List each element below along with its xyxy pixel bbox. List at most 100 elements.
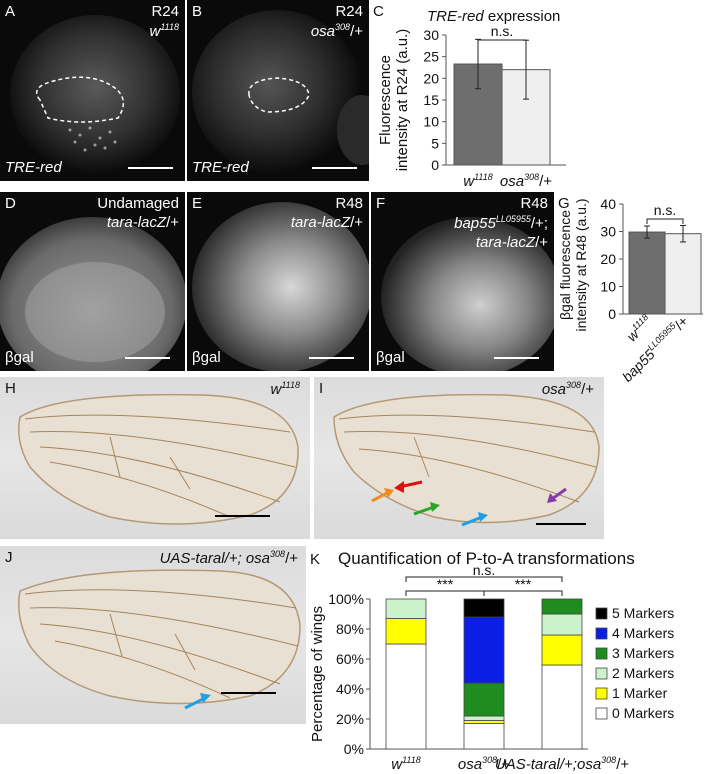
chart-k-sig-label: ***	[515, 576, 532, 592]
chart-k-sig-label: n.s.	[473, 562, 496, 578]
panel-k-letter: K	[310, 551, 320, 568]
chart-k-legend-label: 4 Markers	[612, 625, 674, 641]
blue-arrow-icon	[184, 693, 211, 710]
chart-c-ytick-label: 5	[431, 135, 439, 151]
panel-c: C TRE-red expression Fluorescence intensit…	[370, 0, 704, 192]
panel-i-letter: I	[319, 380, 324, 397]
panel-e-micrograph: E R48 tara-lacZ/+ βgal	[187, 192, 369, 371]
panel-b-marker: TRE-red	[192, 159, 249, 176]
chart-k-segment	[541, 634, 583, 666]
panel-e-stage: R48	[335, 195, 363, 212]
chart-c-title: TRE-red expression	[427, 8, 560, 25]
chart-k-sig-bracket	[405, 576, 563, 582]
panel-b-letter: B	[192, 3, 203, 20]
panel-h-wing-image: H w1118	[0, 377, 310, 539]
chart-g-sig-label: n.s.	[654, 202, 677, 218]
chart-g-ytick-label: 20	[600, 251, 616, 267]
chart-k-legend-swatch	[595, 687, 608, 700]
panel-f-stage: R48	[520, 195, 548, 212]
chart-k-category-label: UAS-taral/+;osa308/+	[495, 755, 629, 773]
chart-k-ytick-label: 40%	[336, 681, 364, 697]
panel-j-genotype: UAS-taral/+; osa308/+	[159, 549, 298, 567]
panel-i-scale-bar	[536, 523, 586, 525]
panel-e-scale-bar	[309, 357, 354, 359]
panel-f-genotype-2: tara-lacZ/+	[475, 234, 548, 251]
chart-k-segment	[541, 613, 583, 636]
panel-e-tissue	[192, 202, 369, 371]
chart-k-sig-label: ***	[437, 576, 454, 592]
panel-d-genotype: tara-lacZ/+	[106, 214, 179, 231]
panel-i-wing	[333, 393, 600, 527]
panel-j-wing-image: J UAS-taral/+; osa308/+	[0, 546, 306, 724]
panel-c-chart: TRE-red expression Fluorescence intensity …	[377, 8, 566, 190]
panel-d-marker: βgal	[5, 349, 34, 366]
chart-k-ytick-label: 0%	[344, 741, 364, 757]
chart-k-legend-swatch	[595, 607, 608, 620]
panel-e-letter: E	[192, 195, 203, 212]
red-arrow-icon	[394, 480, 423, 493]
panel-d-scale-bar	[125, 357, 170, 359]
panel-h-genotype: w1118	[270, 380, 300, 398]
orange-arrow-icon	[371, 488, 394, 503]
panel-g-chart: βgal fluorescence intensity at R48 (a.u.)…	[557, 196, 703, 382]
panel-h-scale-bar	[215, 515, 270, 517]
chart-k-ytick-label: 20%	[336, 711, 364, 727]
panel-d-micrograph: Undamaged D tara-lacZ/+ βgal	[0, 192, 185, 371]
chart-k-segment	[541, 664, 583, 750]
panel-f-scale-bar	[494, 357, 539, 359]
panel-k: K Quantification of P-to-A transformation…	[308, 546, 704, 774]
panel-b-genotype: osa308/+	[310, 22, 363, 40]
panel-a-genotype: w1118	[149, 22, 179, 40]
panel-b-tissue	[192, 10, 369, 174]
green-arrow-icon	[413, 502, 440, 516]
panel-f-letter: F	[376, 195, 386, 212]
chart-k-segment	[463, 598, 505, 618]
chart-k-segment	[463, 720, 505, 724]
chart-c-ytick-label: 0	[431, 157, 439, 173]
chart-k-legend-swatch	[595, 667, 608, 680]
chart-k-legend-label: 0 Markers	[612, 705, 674, 721]
chart-k-segment	[463, 682, 505, 717]
panel-h-wing	[18, 393, 299, 525]
panel-a-outline	[35, 76, 124, 123]
panel-i-wing-image: I osa308/+	[314, 377, 604, 539]
chart-k-segment	[463, 723, 505, 750]
panel-e-genotype: tara-lacZ/+	[290, 214, 363, 231]
panel-j-letter: J	[5, 549, 13, 566]
panel-b-scale-bar	[312, 167, 357, 169]
chart-g-sig-bracket	[646, 218, 684, 224]
chart-k-legend-label: 3 Markers	[612, 645, 674, 661]
panel-b-stage: R24	[335, 3, 363, 20]
chart-c-bar	[453, 63, 503, 166]
purple-arrow-icon	[547, 487, 567, 503]
panel-g-letter: G	[558, 195, 570, 212]
chart-k-sig-bracket	[483, 590, 563, 596]
panel-d-letter: D	[5, 195, 16, 212]
chart-k-ytick-label: 80%	[336, 621, 364, 637]
chart-k-segment	[463, 616, 505, 684]
panel-a-marker: TRE-red	[5, 159, 62, 176]
chart-k-title: Quantification of P-to-A transformations	[338, 549, 635, 568]
chart-c-sig-label: n.s.	[491, 23, 514, 39]
panel-d-stage: Undamaged	[97, 195, 179, 212]
panel-f-tissue	[381, 217, 554, 371]
chart-k-segment	[385, 598, 427, 619]
chart-k-legend-label: 5 Markers	[612, 605, 674, 621]
chart-k-legend-swatch	[595, 627, 608, 640]
panel-f-micrograph: F R48 bap55LL05955/+; tara-lacZ/+ βgal	[371, 192, 554, 371]
chart-g-ylabel-1: βgal fluorescence	[557, 210, 573, 320]
chart-k-legend-label: 1 Marker	[612, 685, 668, 701]
chart-g-ytick-label: 10	[600, 279, 616, 295]
chart-g-ytick-label: 30	[600, 224, 616, 240]
panel-a-micrograph: A R24 w1118 TRE-red	[0, 0, 185, 181]
chart-g-ytick-label: 0	[608, 306, 616, 322]
chart-c-ytick-label: 25	[423, 49, 439, 65]
panel-k-chart: K Quantification of P-to-A transformation…	[309, 549, 674, 773]
panel-j-wing	[18, 569, 301, 710]
chart-k-segment	[385, 618, 427, 645]
chart-c-category-label: w1118	[463, 172, 493, 190]
chart-g-bar	[628, 231, 666, 315]
chart-c-ytick-label: 10	[423, 114, 439, 130]
chart-g-bar	[664, 233, 702, 315]
chart-k-segment	[541, 598, 583, 615]
